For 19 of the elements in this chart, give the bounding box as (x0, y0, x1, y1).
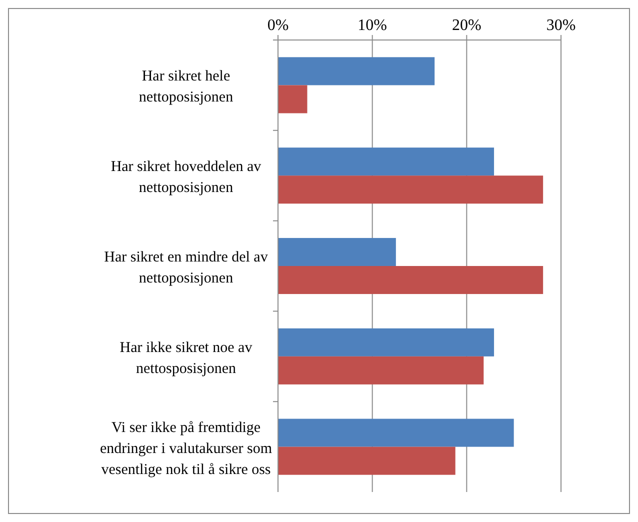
x-tick-label: 0% (267, 17, 289, 34)
bar (278, 266, 544, 294)
y-tick-label: Har sikret en mindre del av nettoposisjonen (104, 250, 268, 286)
bar (278, 57, 435, 86)
bar (278, 328, 494, 356)
y-tick-label: Vi ser ikke på fremtidige endringer i valutakurser som vesentlige nok til å sikre oss (100, 420, 272, 478)
bar (278, 446, 456, 475)
bar (278, 418, 514, 447)
x-tick-label: 10% (358, 17, 387, 34)
bar (278, 85, 308, 114)
y-tick-label: Har ikke sikret noe av nettosposisjonen (120, 340, 253, 377)
y-tick-label: Har sikret hele nettoposisjonen (138, 68, 234, 106)
x-tick-label: 20% (452, 17, 482, 34)
bar (278, 238, 396, 266)
x-tick-label: 30% (546, 17, 576, 34)
bar (278, 176, 544, 204)
y-tick-label: Har sikret hoveddelen av nettoposisjonen (110, 159, 262, 196)
bar (278, 356, 484, 384)
bar (278, 148, 494, 176)
